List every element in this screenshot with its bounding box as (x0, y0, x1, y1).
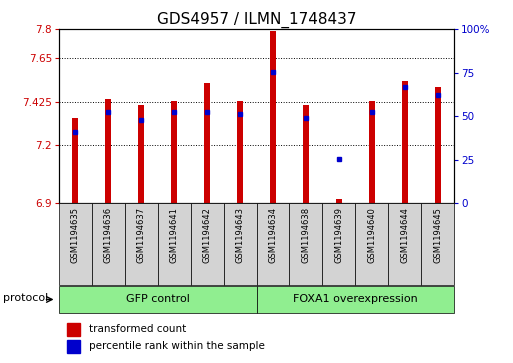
Bar (336, 199, 342, 203)
Bar (158, 203, 191, 285)
Bar (67, 323, 80, 336)
Text: GFP control: GFP control (126, 294, 190, 304)
Bar (369, 101, 374, 203)
Text: GSM1194643: GSM1194643 (235, 207, 245, 264)
Text: GSM1194636: GSM1194636 (104, 207, 113, 264)
Text: FOXA1 overexpression: FOXA1 overexpression (293, 294, 418, 304)
Bar (237, 101, 243, 203)
Text: GSM1194642: GSM1194642 (203, 207, 212, 263)
Bar (191, 203, 224, 285)
Bar (59, 203, 92, 285)
Bar (125, 203, 158, 285)
Bar (270, 31, 276, 203)
Bar (303, 105, 309, 203)
Bar (256, 203, 289, 285)
Text: GSM1194637: GSM1194637 (137, 207, 146, 264)
Text: GSM1194640: GSM1194640 (367, 207, 376, 263)
Text: GSM1194644: GSM1194644 (400, 207, 409, 263)
Text: GSM1194635: GSM1194635 (71, 207, 80, 264)
Bar (388, 203, 421, 285)
Bar (92, 203, 125, 285)
Text: percentile rank within the sample: percentile rank within the sample (89, 341, 265, 351)
Bar (171, 101, 177, 203)
Bar (204, 83, 210, 203)
Bar (421, 203, 454, 285)
Bar (105, 99, 111, 203)
Bar (289, 203, 322, 285)
Text: GSM1194639: GSM1194639 (334, 207, 343, 264)
Bar (402, 81, 408, 203)
Text: transformed count: transformed count (89, 324, 186, 334)
Text: GSM1194645: GSM1194645 (433, 207, 442, 263)
Bar (256, 286, 454, 313)
Text: GSM1194638: GSM1194638 (301, 207, 310, 264)
Bar (355, 203, 388, 285)
Title: GDS4957 / ILMN_1748437: GDS4957 / ILMN_1748437 (157, 12, 356, 28)
Bar (72, 118, 78, 203)
Bar (59, 286, 256, 313)
Bar (67, 340, 80, 353)
Text: GSM1194641: GSM1194641 (170, 207, 179, 263)
Bar (322, 203, 355, 285)
Bar (224, 203, 256, 285)
Text: protocol: protocol (3, 293, 48, 303)
Bar (139, 105, 144, 203)
Bar (435, 87, 441, 203)
Text: GSM1194634: GSM1194634 (268, 207, 278, 264)
